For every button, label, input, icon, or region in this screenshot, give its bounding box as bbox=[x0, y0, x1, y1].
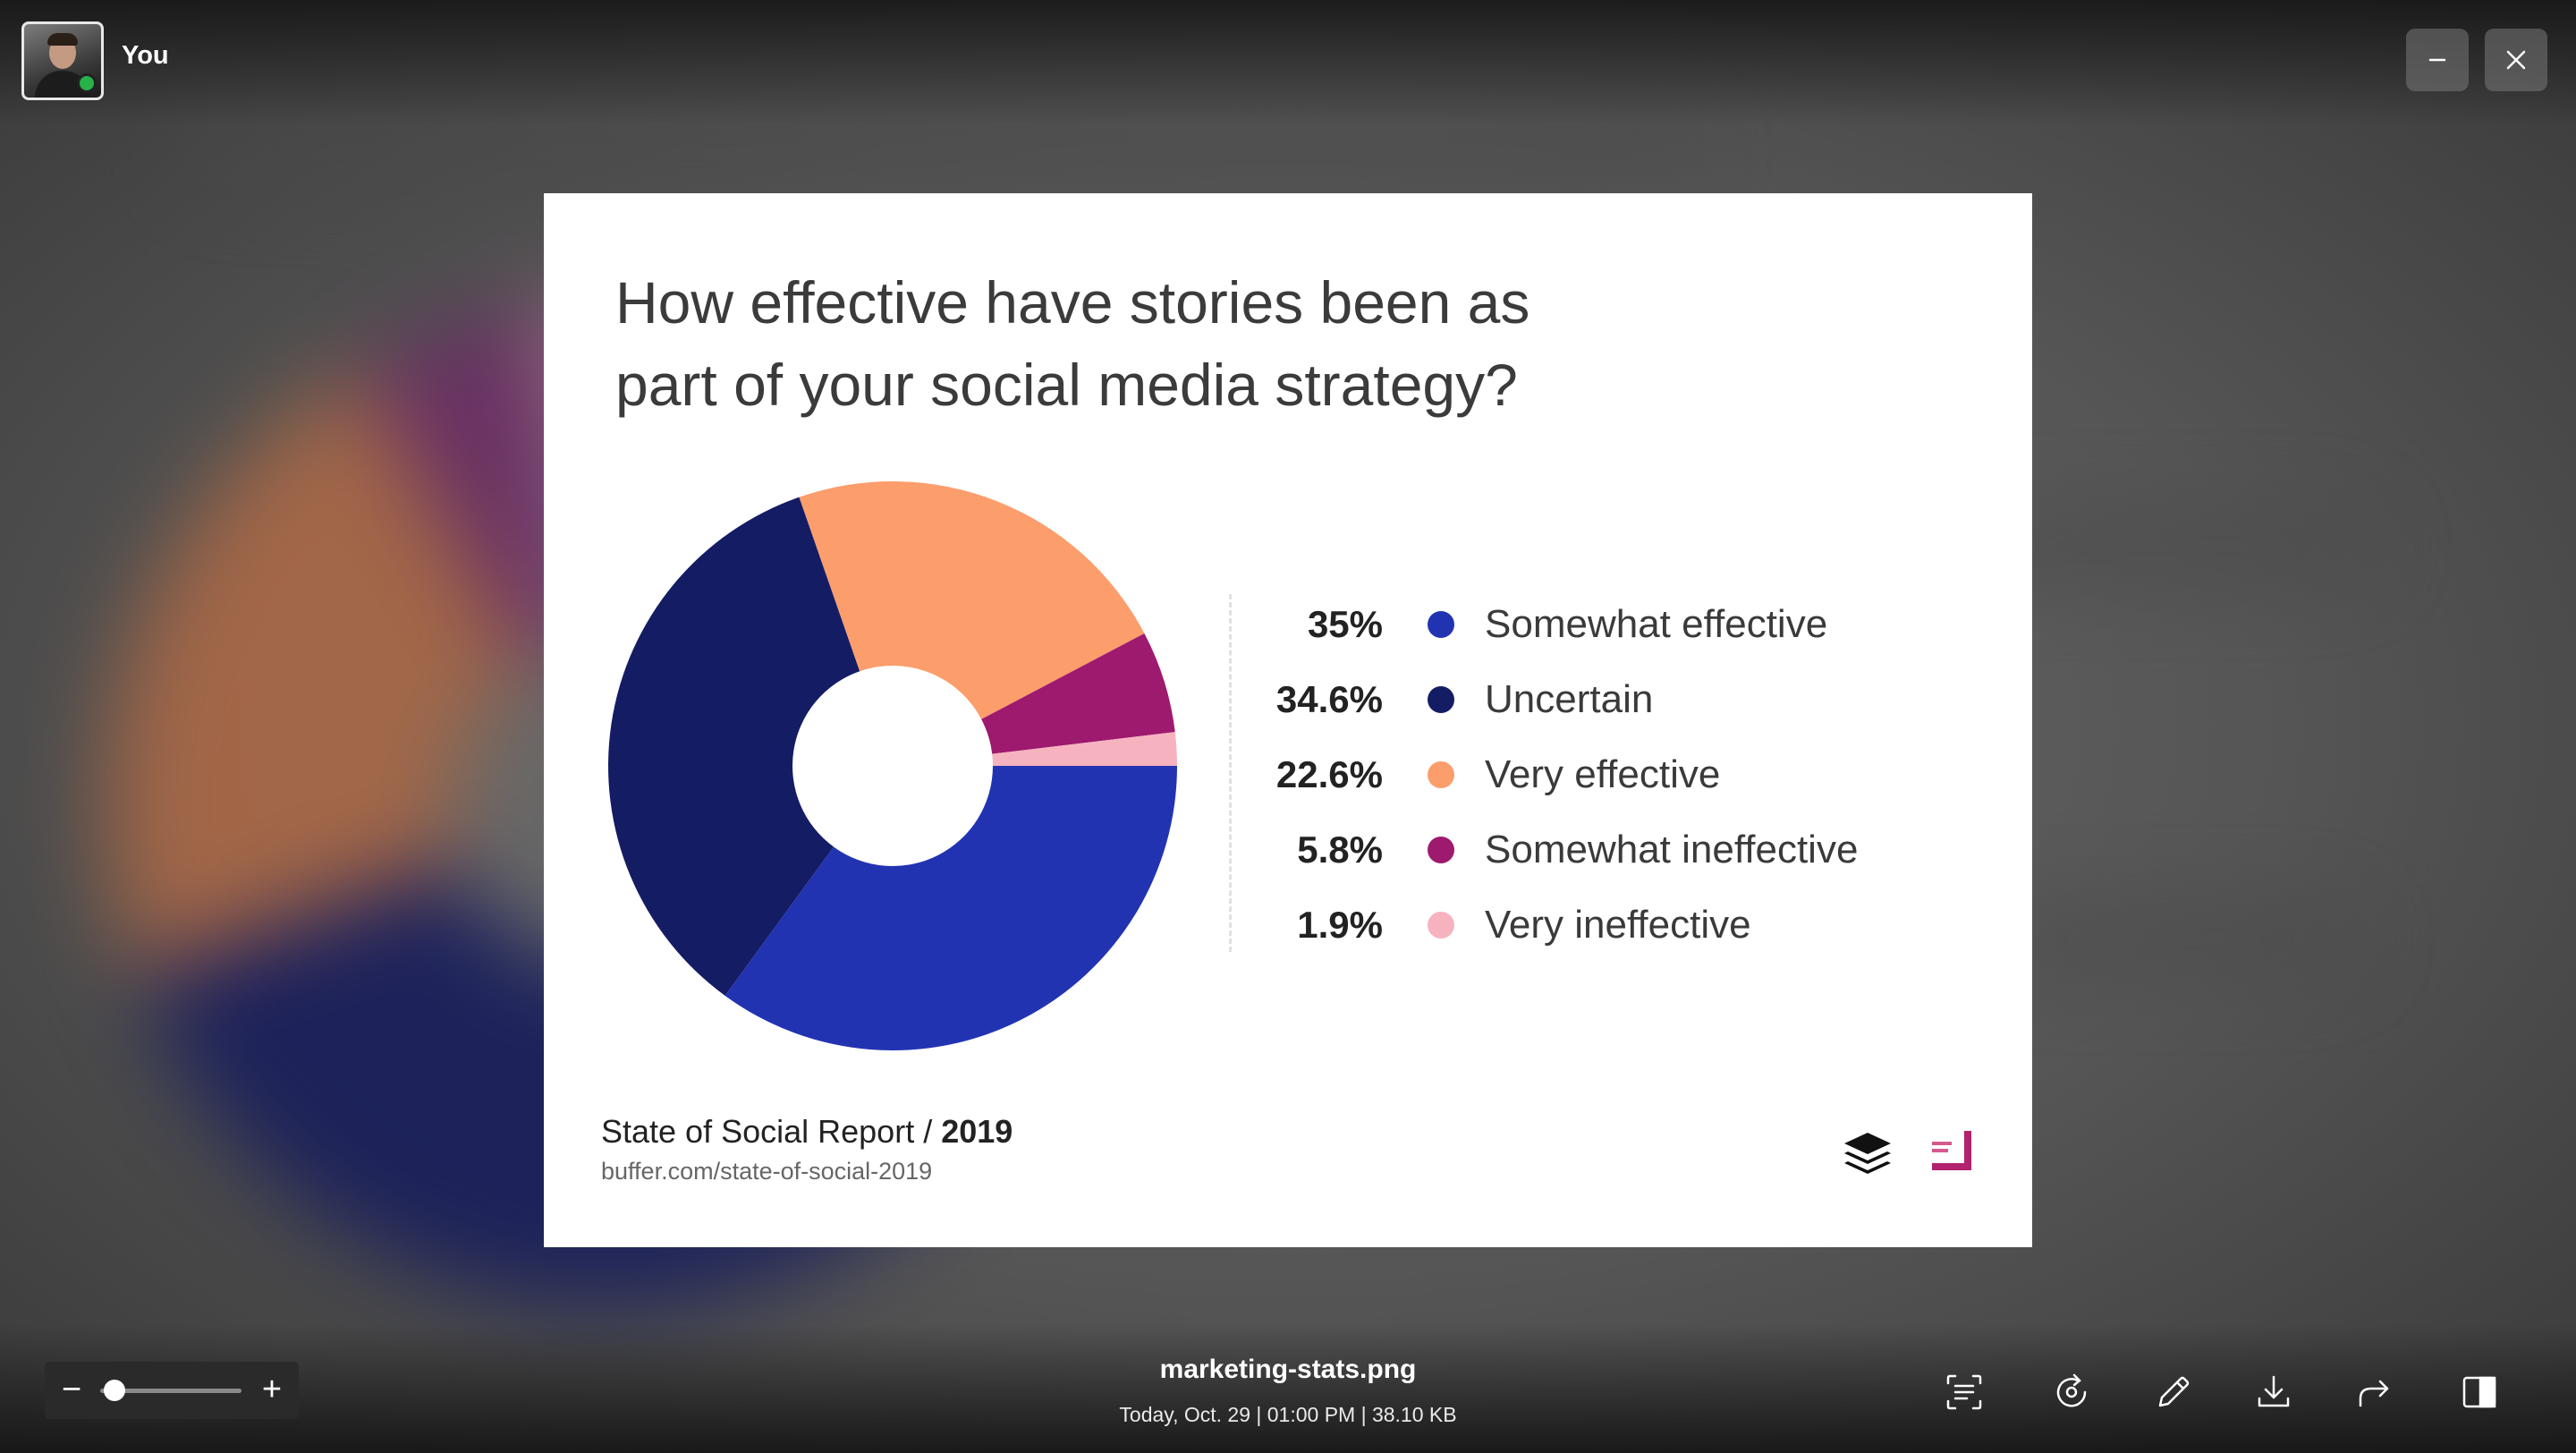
backdrop-shape bbox=[179, 125, 1699, 179]
bottom-bar bbox=[0, 1324, 2576, 1453]
legend-percent: 34.6% bbox=[1275, 678, 1383, 720]
share-button[interactable] bbox=[2347, 1365, 2401, 1419]
buffer-logo-icon bbox=[1844, 1133, 1891, 1174]
legend-divider bbox=[1229, 594, 1232, 952]
zoom-slider-track[interactable] bbox=[100, 1389, 242, 1393]
legend-percent: 35% bbox=[1307, 603, 1383, 645]
toggle-sidebar-button[interactable] bbox=[2453, 1365, 2506, 1419]
text-extract-icon bbox=[1946, 1374, 1982, 1410]
legend-swatch bbox=[1428, 912, 1454, 939]
legend-item: 34.6% Uncertain bbox=[1259, 662, 1957, 737]
report-title-prefix: State of Social Report / bbox=[601, 1113, 942, 1150]
zoom-slider-handle[interactable] bbox=[103, 1380, 125, 1401]
zoom-control: − + bbox=[45, 1362, 299, 1419]
top-bar bbox=[0, 0, 2576, 125]
report-year: 2019 bbox=[941, 1113, 1013, 1150]
file-name: marketing-stats.png bbox=[1159, 1355, 1417, 1384]
pencil-icon bbox=[2158, 1376, 2190, 1407]
backdrop-shape bbox=[1986, 913, 2361, 966]
legend-swatch bbox=[1428, 686, 1454, 713]
preview-image: How effective have stories been as part … bbox=[544, 193, 2032, 1247]
legend-item: 5.8% Somewhat ineffective bbox=[1259, 812, 1957, 888]
zoom-out-button[interactable]: − bbox=[61, 1371, 82, 1408]
report-title: State of Social Report / 2019 bbox=[601, 1113, 1013, 1151]
slide-title-line-2: part of your social media strategy? bbox=[615, 352, 1518, 418]
user-name: You bbox=[122, 41, 169, 70]
donut-slice bbox=[607, 497, 860, 996]
slide-title: How effective have stories been as part … bbox=[615, 261, 1689, 426]
minimize-button[interactable] bbox=[2406, 29, 2469, 91]
legend-swatch bbox=[1428, 761, 1454, 788]
legend-swatch bbox=[1428, 611, 1454, 638]
donut-slice bbox=[992, 732, 1177, 766]
minimize-icon bbox=[2428, 58, 2446, 62]
legend-swatch bbox=[1428, 837, 1454, 863]
legend-percent: 1.9% bbox=[1297, 904, 1383, 946]
legend-label: Somewhat effective bbox=[1485, 602, 1828, 646]
legend-label: Uncertain bbox=[1485, 677, 1654, 721]
file-meta: Today, Oct. 29 | 01:00 PM | 38.10 KB bbox=[1119, 1403, 1457, 1426]
avatar-hair bbox=[47, 33, 78, 46]
backdrop-shape bbox=[1968, 519, 2379, 573]
share-icon bbox=[2359, 1380, 2389, 1407]
legend-label: Very effective bbox=[1485, 752, 1721, 796]
zoom-in-button[interactable]: + bbox=[261, 1371, 283, 1408]
legend-percent: 5.8% bbox=[1297, 828, 1383, 871]
rotate-icon bbox=[2056, 1373, 2087, 1407]
legend-item: 35% Somewhat effective bbox=[1259, 587, 1957, 662]
legend-label: Very ineffective bbox=[1485, 903, 1751, 947]
rotate-button[interactable] bbox=[2045, 1365, 2098, 1419]
close-icon bbox=[2506, 50, 2526, 70]
extract-text-button[interactable] bbox=[1937, 1365, 1991, 1419]
legend-item: 22.6% Very effective bbox=[1259, 737, 1957, 812]
social-report-logo-icon bbox=[1932, 1131, 1971, 1170]
donut-slice bbox=[799, 481, 1145, 719]
edit-button[interactable] bbox=[2147, 1365, 2200, 1419]
donut-slice bbox=[981, 633, 1175, 754]
donut-slice bbox=[724, 766, 1177, 1050]
close-button[interactable] bbox=[2485, 29, 2547, 91]
slide-title-line-1: How effective have stories been as bbox=[615, 269, 1530, 336]
download-icon bbox=[2258, 1375, 2290, 1407]
sidebar-toggle-icon bbox=[2462, 1376, 2496, 1408]
donut-chart bbox=[607, 481, 1177, 1050]
online-status-icon bbox=[77, 73, 97, 93]
legend-label: Somewhat ineffective bbox=[1485, 828, 1859, 871]
chart-legend: 35% Somewhat effective 34.6% Uncertain 2… bbox=[1259, 587, 1957, 963]
legend-percent: 22.6% bbox=[1275, 753, 1383, 795]
report-url: buffer.com/state-of-social-2019 bbox=[601, 1158, 933, 1185]
download-button[interactable] bbox=[2247, 1365, 2301, 1419]
legend-item: 1.9% Very ineffective bbox=[1259, 888, 1957, 963]
